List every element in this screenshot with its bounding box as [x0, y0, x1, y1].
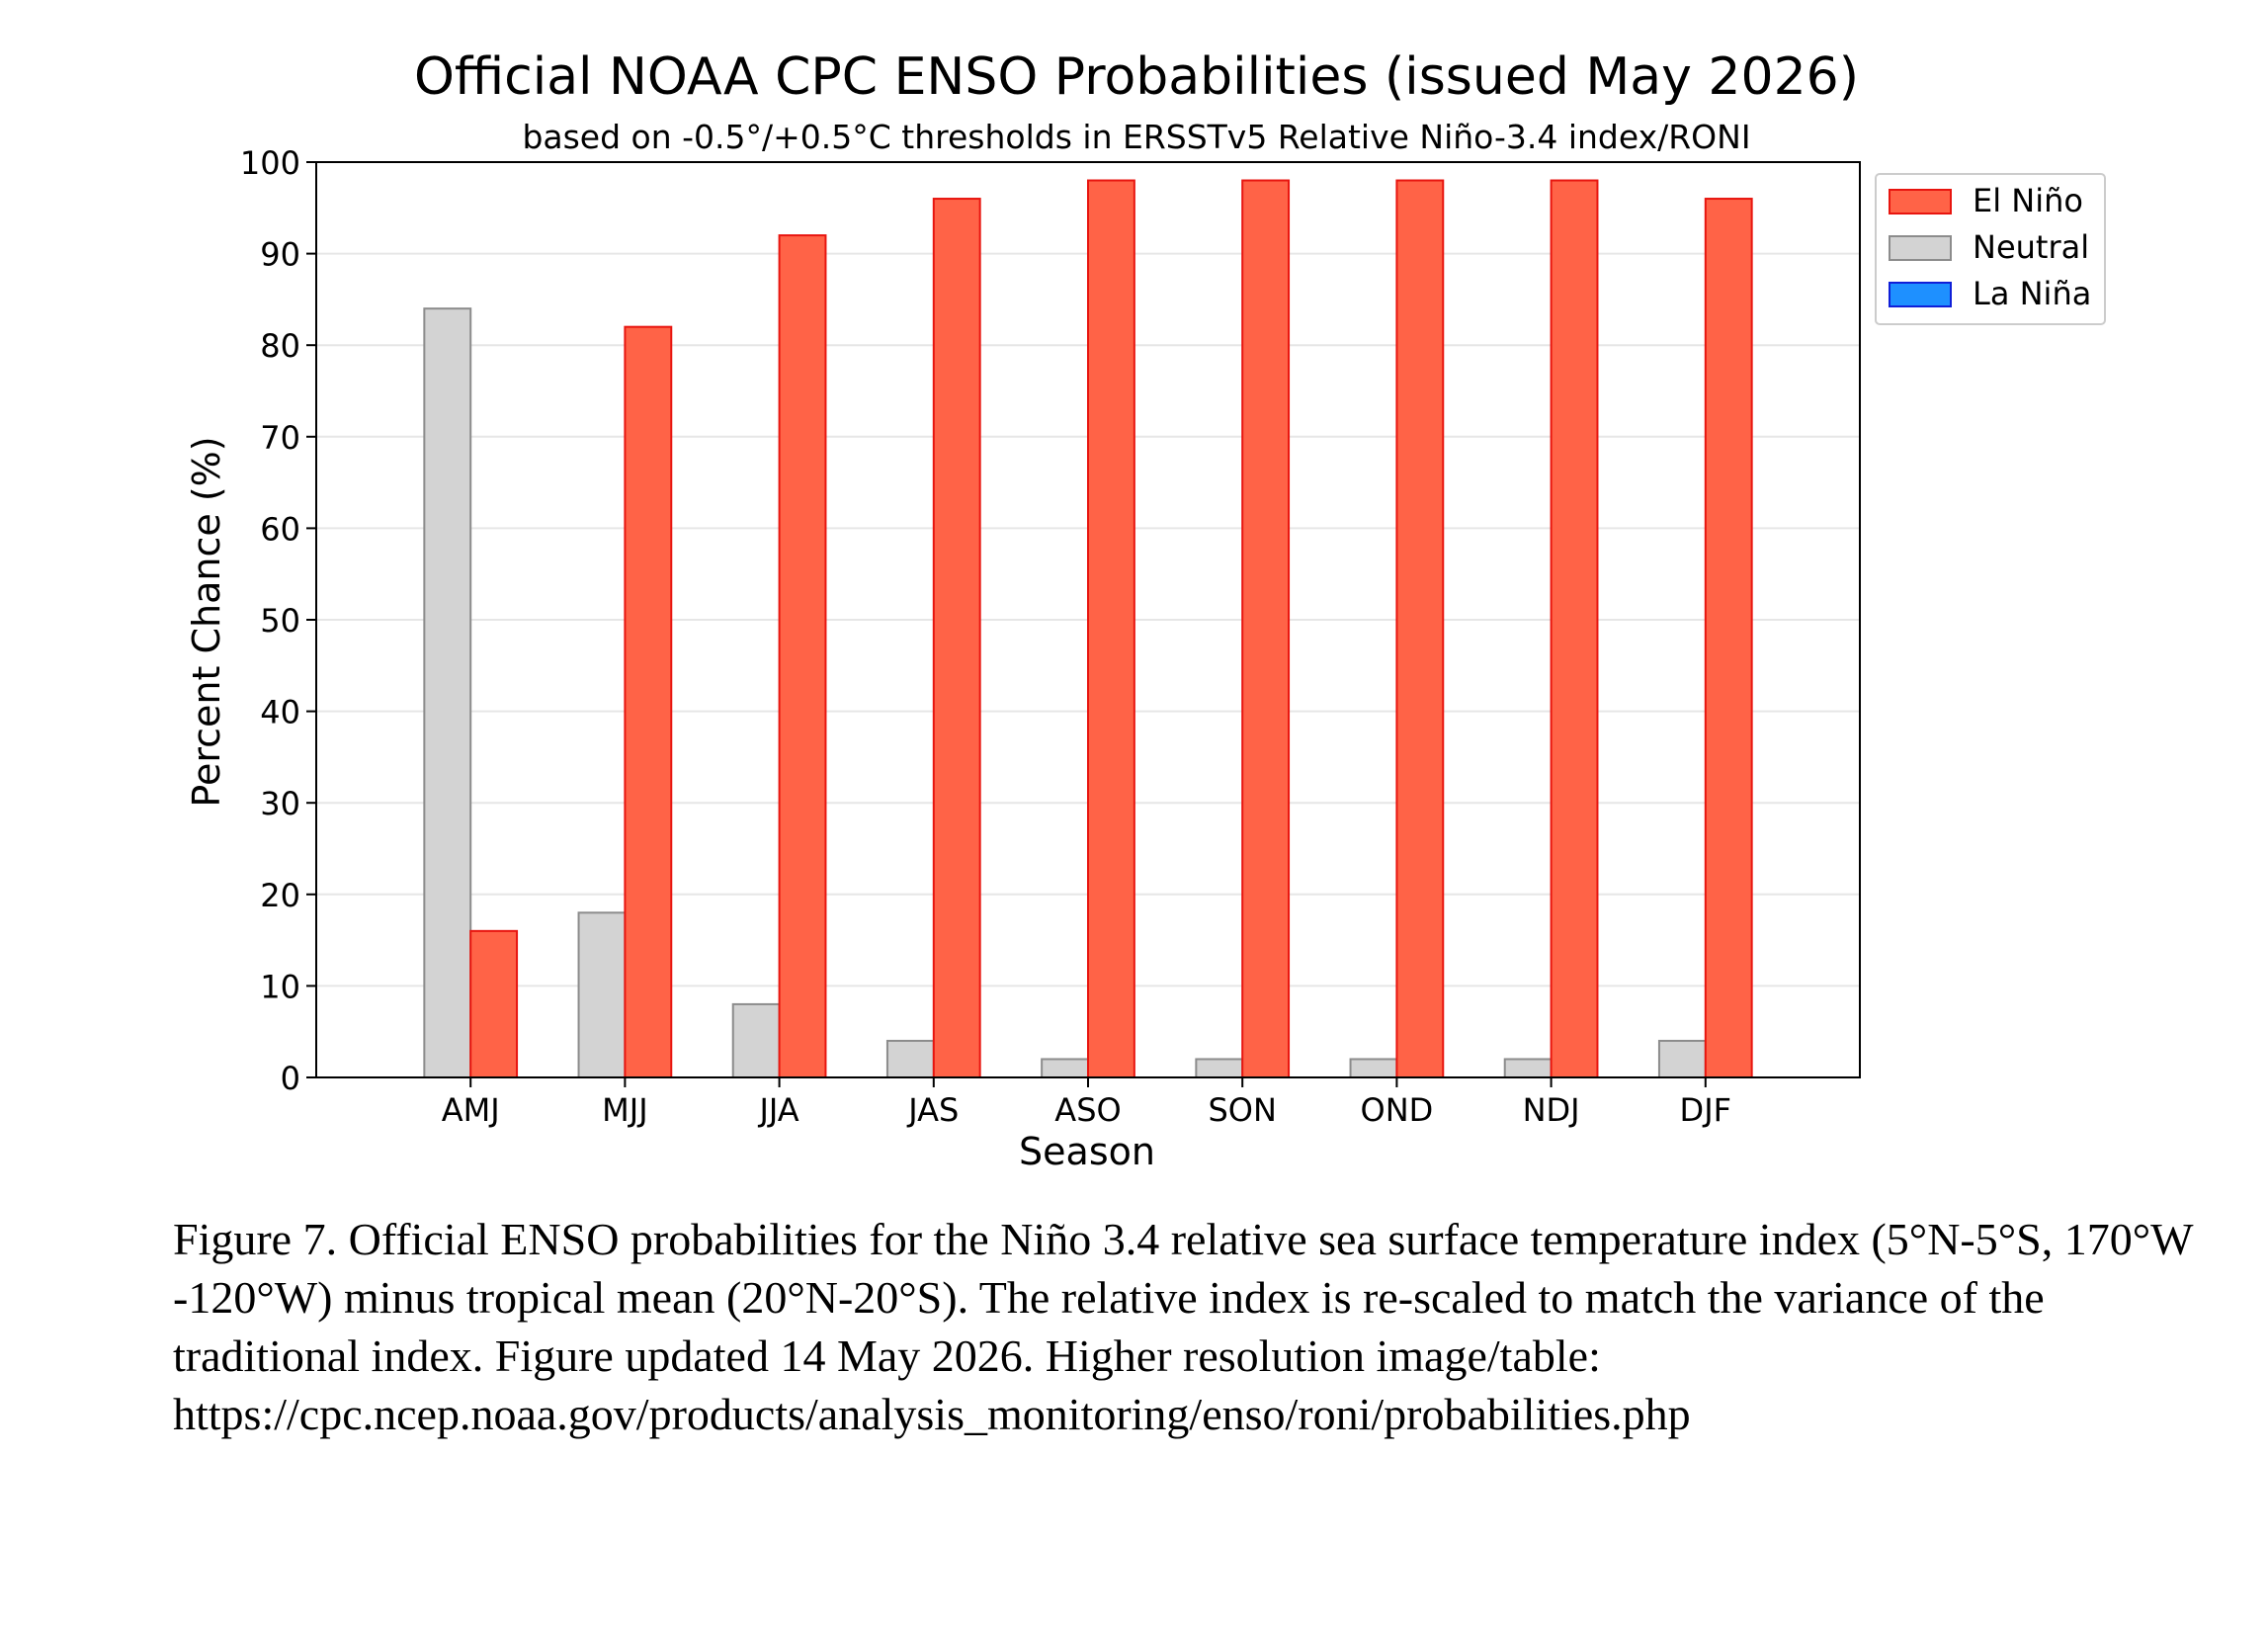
- y-axis-label: Percent Chance (%): [185, 436, 228, 807]
- chart-subtitle: based on -0.5°/+0.5°C thresholds in ERSS…: [522, 118, 1750, 156]
- y-tick-label: 10: [260, 968, 300, 1005]
- bar-neutral-ond: [1349, 1058, 1398, 1078]
- bar-el-nino-mjj: [624, 325, 673, 1078]
- bar-el-nino-jja: [778, 234, 827, 1078]
- legend: El Niño Neutral La Niña: [1875, 173, 2106, 325]
- bar-neutral-son: [1195, 1058, 1244, 1078]
- bar-neutral-aso: [1041, 1058, 1090, 1078]
- bar-el-nino-amj: [469, 929, 519, 1079]
- bar-el-nino-djf: [1704, 198, 1753, 1079]
- y-tick-label: 90: [260, 236, 300, 274]
- bar-el-nino-aso: [1087, 179, 1135, 1078]
- legend-label: El Niño: [1973, 182, 2083, 219]
- bar-el-nino-ond: [1395, 179, 1445, 1078]
- bar-el-nino-ndj: [1550, 179, 1599, 1078]
- bar-neutral-jas: [885, 1039, 935, 1078]
- x-tick-label: MJJ: [602, 1091, 647, 1129]
- y-tick-label: 0: [281, 1060, 300, 1097]
- x-axis-label: Season: [1019, 1130, 1155, 1173]
- bar-el-nino-jas: [932, 198, 981, 1079]
- chart-title: Official NOAA CPC ENSO Probabilities (is…: [414, 47, 1859, 107]
- legend-label: La Niña: [1973, 275, 2091, 312]
- x-tick-label: DJF: [1680, 1091, 1731, 1129]
- y-tick-label: 100: [240, 144, 300, 182]
- y-tick-label: 70: [260, 419, 300, 457]
- x-tick-label: ASO: [1054, 1091, 1121, 1129]
- y-tick-label: 50: [260, 602, 300, 640]
- x-tick-label: AMJ: [442, 1091, 500, 1129]
- y-axis-ticks: 0 10 20 30 40 50 60 70 80 90 100: [240, 144, 316, 1097]
- y-tick-label: 20: [260, 877, 300, 914]
- x-axis-ticks: AMJ MJJ JJA JAS ASO SON OND NDJ DJF: [442, 1077, 1731, 1129]
- bars: [423, 179, 1753, 1079]
- x-tick-label: NDJ: [1523, 1091, 1580, 1129]
- bar-neutral-ndj: [1503, 1058, 1553, 1078]
- x-tick-label: JJA: [757, 1091, 798, 1129]
- y-tick-label: 40: [260, 694, 300, 731]
- legend-swatch: [1889, 189, 1952, 214]
- x-tick-label: JAS: [906, 1091, 959, 1129]
- bar-neutral-mjj: [577, 911, 627, 1078]
- legend-swatch: [1889, 235, 1952, 261]
- y-tick-label: 60: [260, 510, 300, 548]
- bar-neutral-jja: [731, 1002, 781, 1078]
- bar-neutral-djf: [1657, 1039, 1707, 1078]
- bar-neutral-amj: [423, 307, 472, 1079]
- x-tick-label: SON: [1208, 1091, 1276, 1129]
- figure-caption: Figure 7. Official ENSO probabilities fo…: [173, 1214, 2193, 1439]
- legend-swatch: [1889, 282, 1952, 307]
- legend-label: Neutral: [1973, 228, 2089, 266]
- y-tick-label: 80: [260, 327, 300, 365]
- x-tick-label: OND: [1361, 1091, 1434, 1129]
- bar-el-nino-son: [1241, 179, 1291, 1078]
- y-tick-label: 30: [260, 785, 300, 822]
